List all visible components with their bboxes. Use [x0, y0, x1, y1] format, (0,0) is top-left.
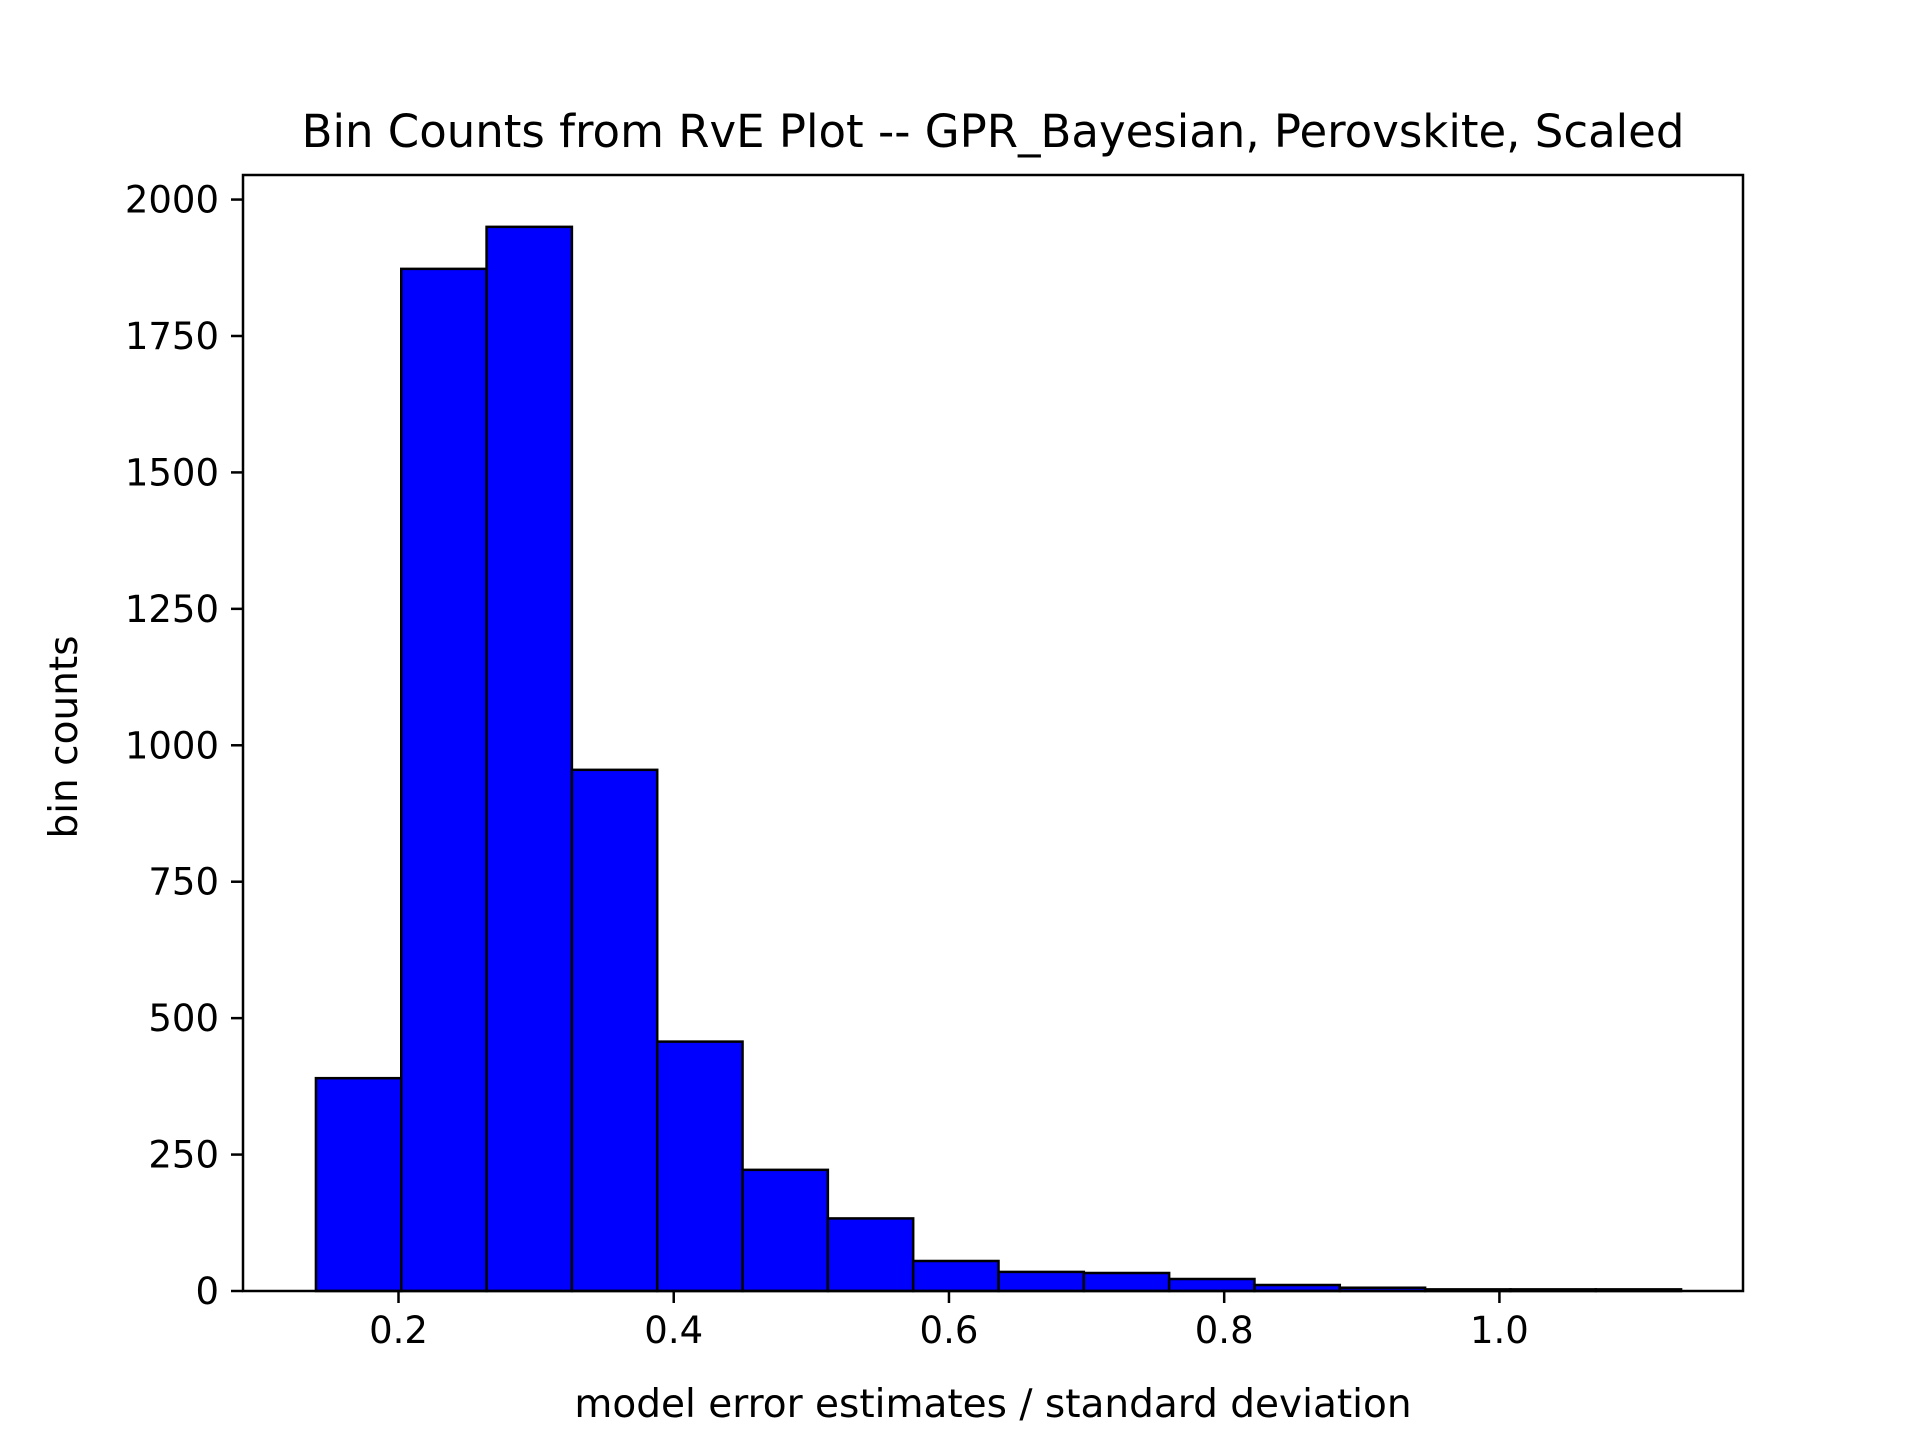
histogram-bar	[314, 1076, 403, 1293]
x-tick-label: 1.0	[1470, 1309, 1529, 1352]
histogram-bar	[1082, 1271, 1171, 1293]
plot-frame	[241, 173, 1745, 1293]
y-tick-label: 1000	[125, 724, 219, 767]
y-axis-ticks: 0 250 500 750 1000 1250 1500 1750 2000	[125, 179, 243, 1313]
y-tick-label: 750	[148, 861, 219, 904]
x-tick-label: 0.8	[1195, 1309, 1254, 1352]
x-axis-ticks: 0.2 0.4 0.6 0.8 1.0	[369, 1291, 1529, 1352]
x-tick-label: 0.2	[369, 1309, 428, 1352]
x-tick-label: 0.4	[644, 1309, 703, 1352]
y-tick-label: 2000	[125, 179, 219, 222]
histogram-bar	[741, 1168, 830, 1293]
y-tick-label: 0	[195, 1270, 219, 1313]
histogram-bar	[826, 1217, 915, 1293]
x-axis-label: model error estimates / standard deviati…	[574, 1382, 1411, 1427]
bars-group	[314, 225, 1683, 1293]
histogram-bar	[1167, 1277, 1256, 1293]
y-tick-label: 1250	[125, 588, 219, 631]
y-axis-label: bin counts	[42, 635, 87, 838]
histogram-bar	[570, 768, 659, 1293]
y-tick-label: 1750	[125, 315, 219, 358]
x-tick-label: 0.6	[920, 1309, 979, 1352]
histogram-bar	[485, 225, 574, 1293]
y-tick-label: 500	[148, 997, 219, 1040]
histogram-bar	[400, 267, 488, 1293]
histogram-bar	[911, 1259, 1000, 1293]
histogram-bar	[997, 1270, 1086, 1293]
y-tick-label: 250	[148, 1134, 219, 1177]
chart-title: Bin Counts from RvE Plot -- GPR_Bayesian…	[302, 105, 1685, 158]
y-tick-label: 1500	[125, 451, 219, 494]
histogram-bar	[655, 1040, 744, 1293]
